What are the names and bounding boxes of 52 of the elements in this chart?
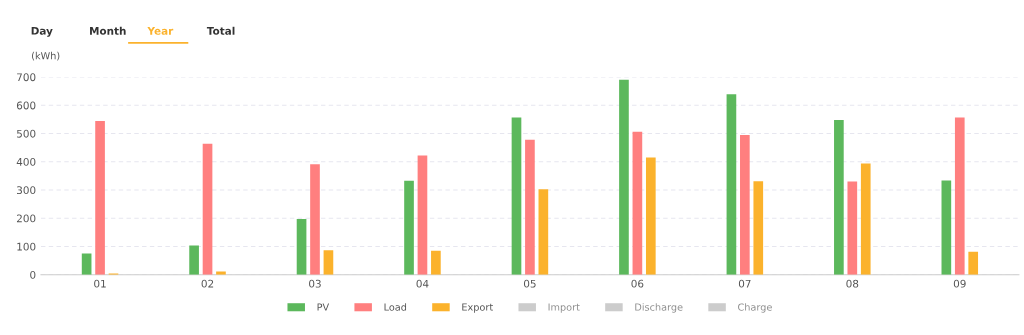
bar [202, 143, 213, 275]
bar [753, 181, 764, 275]
y-tick-label: 200 [16, 214, 36, 223]
bar [645, 157, 656, 275]
legend-label: Discharge [635, 303, 683, 313]
bar [323, 250, 334, 275]
y-tick-label: 600 [16, 101, 36, 110]
legend-label: Import [548, 303, 580, 313]
bar [619, 79, 629, 275]
x-tick-label: 01 [94, 279, 106, 288]
bar [726, 94, 737, 275]
x-tick-label: 09 [953, 279, 966, 288]
bar [417, 155, 428, 275]
y-axis-title: (kWh) [32, 51, 60, 61]
x-tick-label: 02 [201, 279, 214, 288]
bar [95, 121, 105, 275]
x-tick-label: 06 [631, 279, 644, 288]
bar [941, 180, 952, 275]
bar [525, 139, 535, 275]
text: Day [31, 27, 53, 37]
bar [538, 189, 549, 275]
bar [431, 250, 441, 275]
bar [954, 117, 965, 275]
y-tick-label: 0 [30, 270, 36, 279]
x-tick-label: 05 [523, 279, 536, 288]
bar [296, 219, 307, 275]
y-tick-label: 500 [17, 129, 36, 138]
text: Year [147, 27, 174, 35]
y-tick-label: 100 [17, 242, 36, 251]
x-tick-label: 07 [738, 279, 751, 288]
x-tick-label: 04 [416, 279, 429, 288]
bar [404, 180, 414, 275]
text: Total [206, 26, 235, 35]
bar [740, 134, 750, 275]
legend-label: PV [317, 303, 330, 311]
bar [860, 163, 871, 275]
bar [511, 117, 522, 275]
bar [834, 119, 844, 275]
bar [310, 164, 320, 275]
bar [968, 251, 979, 275]
y-tick-label: 700 [17, 73, 36, 82]
bar [847, 181, 858, 275]
text: Month [90, 26, 126, 35]
legend-label: Export [462, 303, 493, 313]
y-tick-label: 300 [17, 186, 36, 195]
bar [189, 245, 199, 275]
x-tick-label: 08 [846, 279, 859, 288]
legend-label: Charge [738, 303, 772, 313]
y-tick-label: 400 [16, 157, 36, 166]
bar [632, 131, 643, 275]
x-tick-label: 03 [309, 279, 321, 288]
legend-label: Load [384, 303, 407, 311]
